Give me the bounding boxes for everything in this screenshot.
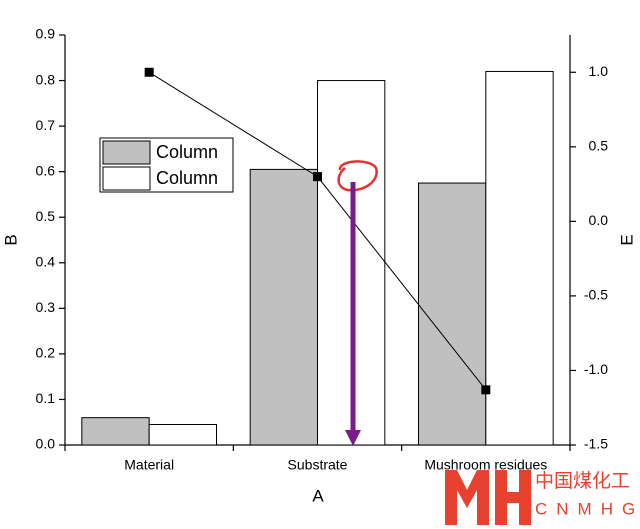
marker	[144, 67, 154, 77]
y-tick-label: 0.3	[36, 299, 56, 315]
y2-tick-label: 0.0	[589, 212, 609, 228]
y2-tick-label: 0.5	[589, 138, 609, 154]
y2-axis-title: E	[617, 234, 636, 245]
bar	[148, 424, 218, 446]
legend-swatch	[102, 140, 151, 165]
y-tick-label: 0.9	[36, 26, 56, 42]
x-tick-label: Mushroom residues	[424, 457, 547, 473]
x-axis-title: A	[312, 486, 324, 505]
legend-label: Column	[156, 168, 218, 188]
y-tick-label: 0.1	[36, 390, 56, 406]
y-tick-label: 0.7	[36, 117, 56, 133]
x-tick-label: Substrate	[288, 457, 348, 473]
legend-label: Column	[156, 142, 218, 162]
bar	[418, 182, 487, 446]
y-tick-label: 0.0	[36, 436, 56, 452]
y2-tick-label: -0.5	[584, 287, 608, 303]
y-tick-label: 0.5	[36, 208, 56, 224]
watermark-logo	[445, 470, 531, 525]
x-tick-label: Material	[124, 457, 174, 473]
marker	[313, 172, 322, 182]
y-tick-label: 0.8	[36, 71, 56, 87]
watermark-subtitle: CNMHG	[535, 499, 640, 518]
y2-tick-label: -1.5	[584, 436, 608, 452]
y-tick-label: 0.6	[36, 162, 56, 178]
bar	[485, 70, 554, 446]
bar	[81, 417, 150, 446]
y2-tick-label: -1.0	[584, 361, 608, 377]
watermark-title: 中国煤化工	[535, 470, 630, 492]
y-tick-label: 0.4	[36, 253, 56, 269]
y-tick-label: 0.2	[36, 345, 56, 361]
legend-swatch	[102, 166, 151, 191]
arrow-head	[345, 430, 361, 446]
y2-tick-label: 1.0	[589, 63, 609, 79]
bar	[249, 168, 319, 446]
y-axis-title: B	[1, 234, 20, 245]
marker	[481, 385, 491, 395]
highlight-circle	[337, 160, 378, 192]
